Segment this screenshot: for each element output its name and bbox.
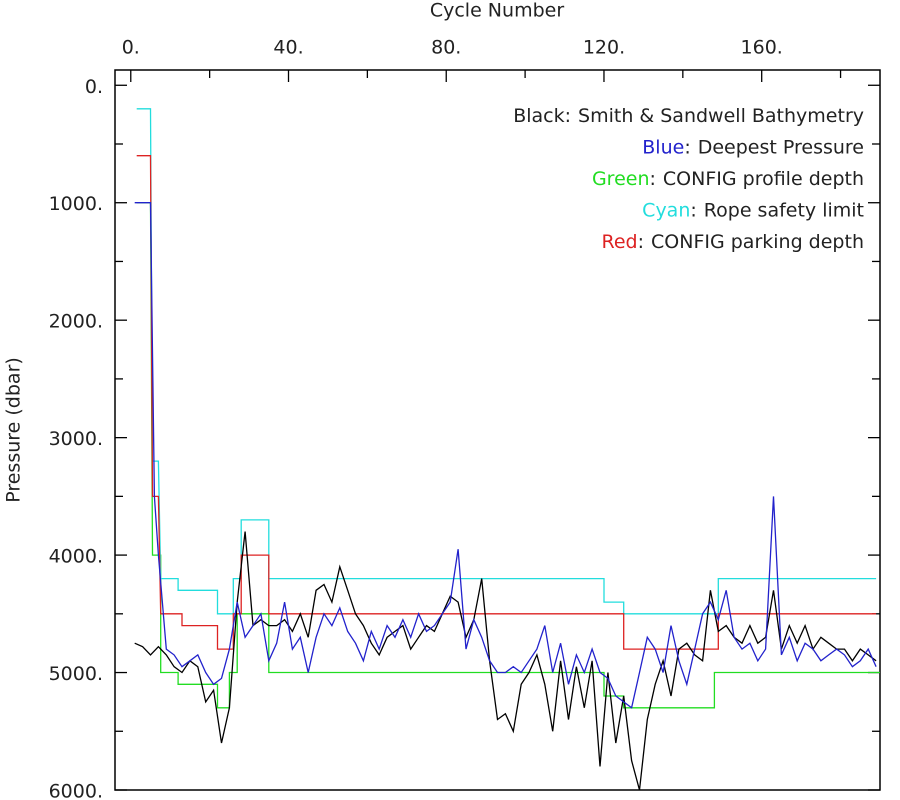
legend-name: CONFIG profile depth <box>663 168 864 190</box>
x-tick-label: 160. <box>741 37 783 59</box>
y-tick-label: 1000. <box>49 193 103 215</box>
legend-entry: Red: CONFIG parking depth <box>602 231 865 253</box>
x-tick-label: 80. <box>431 37 461 59</box>
series-line <box>134 531 877 790</box>
y-tick-label: 4000. <box>49 546 103 568</box>
y-tick-label: 6000. <box>49 781 103 800</box>
x-tick-label: 40. <box>273 37 303 59</box>
legend-separator: : <box>565 105 571 127</box>
x-tick-label: 120. <box>583 37 625 59</box>
x-axis-label: Cycle Number <box>430 0 564 22</box>
legend-entry: Cyan: Rope safety limit <box>642 199 864 221</box>
series-line <box>136 155 877 650</box>
legend-color-name: Blue <box>642 136 684 158</box>
legend-color-name: Cyan <box>642 199 690 221</box>
series-line <box>134 202 877 709</box>
legend-separator: : <box>690 199 696 221</box>
legend-color-name: Green <box>592 168 650 190</box>
legend-color-name: Black <box>513 105 564 127</box>
legend-entry: Blue: Deepest Pressure <box>642 136 864 158</box>
legend-name: Deepest Pressure <box>698 136 864 158</box>
legend-name: Rope safety limit <box>704 199 864 221</box>
y-tick-label: 0. <box>85 76 103 98</box>
series-line <box>136 108 877 615</box>
legend-color-name: Red <box>602 231 638 253</box>
legend-separator: : <box>684 136 690 158</box>
legend-entry: Black: Smith & Sandwell Bathymetry <box>513 105 864 127</box>
x-tick-label: 0. <box>122 37 140 59</box>
legend-separator: : <box>638 231 644 253</box>
legend-separator: : <box>650 168 656 190</box>
legend-name: Smith & Sandwell Bathymetry <box>578 105 864 127</box>
legend-entry: Green: CONFIG profile depth <box>592 168 864 190</box>
y-axis-label: Pressure (dbar) <box>3 357 25 503</box>
y-tick-label: 3000. <box>49 428 103 450</box>
y-tick-label: 2000. <box>49 311 103 333</box>
plot-frame <box>114 69 881 791</box>
y-tick-label: 5000. <box>49 663 103 685</box>
legend-name: CONFIG parking depth <box>651 231 864 253</box>
